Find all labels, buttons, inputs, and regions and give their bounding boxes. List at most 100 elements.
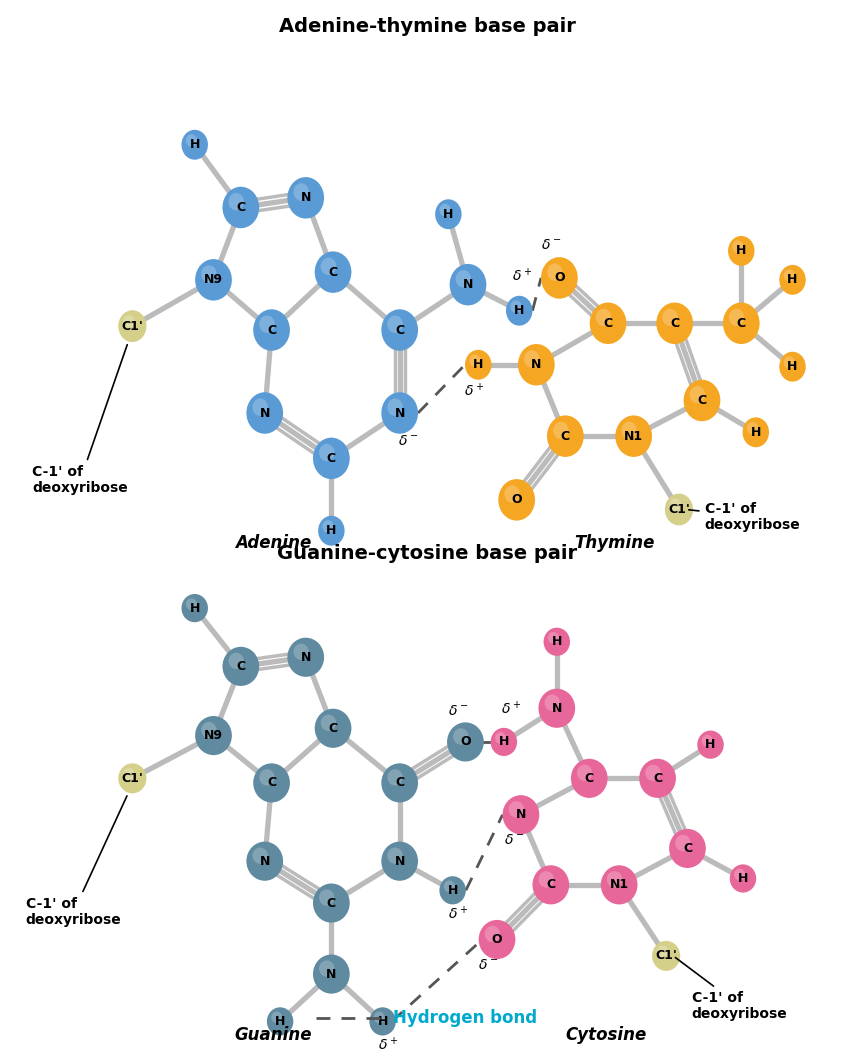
Circle shape <box>201 722 217 738</box>
Circle shape <box>181 130 208 159</box>
Circle shape <box>701 735 712 747</box>
Circle shape <box>186 134 197 147</box>
Text: C: C <box>395 776 403 790</box>
Circle shape <box>313 955 350 994</box>
Circle shape <box>601 865 636 904</box>
Circle shape <box>380 309 418 351</box>
Circle shape <box>453 729 468 744</box>
Circle shape <box>595 308 611 326</box>
Circle shape <box>469 354 480 366</box>
Text: N: N <box>300 650 310 664</box>
Text: N1: N1 <box>624 430 642 442</box>
Text: Adenine-thymine base pair: Adenine-thymine base pair <box>278 17 575 36</box>
Text: C1': C1' <box>121 772 143 785</box>
Circle shape <box>186 599 197 610</box>
Text: C: C <box>267 776 276 790</box>
Text: N: N <box>462 278 473 291</box>
Circle shape <box>293 643 309 660</box>
Circle shape <box>266 1007 293 1036</box>
Text: C: C <box>697 394 705 407</box>
Circle shape <box>456 270 471 287</box>
Text: Hydrogen bond: Hydrogen bond <box>392 1008 537 1026</box>
Circle shape <box>645 765 660 781</box>
Text: N: N <box>300 191 310 204</box>
Circle shape <box>201 265 217 283</box>
Circle shape <box>181 593 208 622</box>
Text: $\delta^+$: $\delta^+$ <box>512 267 532 285</box>
Circle shape <box>194 716 232 755</box>
Circle shape <box>123 315 135 328</box>
Text: Cytosine: Cytosine <box>565 1025 647 1043</box>
Circle shape <box>732 241 743 253</box>
Circle shape <box>259 316 275 333</box>
Text: N1: N1 <box>609 879 628 891</box>
Circle shape <box>369 1007 396 1036</box>
Circle shape <box>222 187 259 228</box>
Text: H: H <box>750 426 760 439</box>
Circle shape <box>548 631 559 644</box>
Text: C: C <box>328 266 337 279</box>
Circle shape <box>464 350 491 380</box>
Circle shape <box>380 842 418 881</box>
Circle shape <box>252 848 268 864</box>
Circle shape <box>314 251 351 293</box>
Circle shape <box>532 865 568 904</box>
Circle shape <box>664 493 693 526</box>
Circle shape <box>444 881 455 892</box>
Circle shape <box>669 498 681 512</box>
Text: C-1' of
deoxyribose: C-1' of deoxyribose <box>688 502 799 532</box>
Circle shape <box>638 759 676 798</box>
Text: C-1' of
deoxyribose: C-1' of deoxyribose <box>32 344 128 495</box>
Circle shape <box>524 351 539 367</box>
Circle shape <box>259 769 275 786</box>
Text: H: H <box>275 1015 285 1027</box>
Circle shape <box>313 884 350 923</box>
Text: H: H <box>443 208 453 221</box>
Text: H: H <box>737 872 747 885</box>
Circle shape <box>435 200 461 229</box>
Circle shape <box>742 417 768 448</box>
Circle shape <box>319 444 334 461</box>
Text: H: H <box>786 274 797 286</box>
Text: C: C <box>736 317 745 329</box>
Text: C: C <box>328 721 337 735</box>
Circle shape <box>314 709 351 748</box>
Text: N: N <box>531 358 541 372</box>
Circle shape <box>287 638 324 677</box>
Text: N: N <box>515 808 525 822</box>
Circle shape <box>683 380 720 421</box>
Text: C: C <box>236 201 245 214</box>
Circle shape <box>247 842 283 881</box>
Circle shape <box>447 722 483 761</box>
Circle shape <box>541 258 577 299</box>
Text: H: H <box>498 735 508 749</box>
Circle shape <box>621 421 636 439</box>
Text: N: N <box>551 702 561 715</box>
Circle shape <box>322 521 334 533</box>
Circle shape <box>387 398 403 416</box>
Text: O: O <box>511 493 521 507</box>
Text: H: H <box>189 602 200 615</box>
Circle shape <box>547 263 562 281</box>
Circle shape <box>253 763 290 803</box>
Circle shape <box>374 1012 385 1023</box>
Text: H: H <box>786 360 797 373</box>
Text: H: H <box>473 358 483 372</box>
Text: $\delta^-$: $\delta^-$ <box>448 703 468 718</box>
Text: C: C <box>267 323 276 337</box>
Circle shape <box>783 356 794 369</box>
Circle shape <box>319 960 334 977</box>
Circle shape <box>656 302 693 344</box>
Circle shape <box>553 421 568 439</box>
Circle shape <box>313 437 350 479</box>
Circle shape <box>380 763 418 803</box>
Text: C1': C1' <box>121 320 143 333</box>
Circle shape <box>123 768 135 780</box>
Circle shape <box>252 398 268 416</box>
Text: C: C <box>653 772 661 785</box>
Circle shape <box>697 731 723 759</box>
Circle shape <box>317 515 345 546</box>
Text: $\delta^-$: $\delta^-$ <box>397 434 418 448</box>
Circle shape <box>229 193 244 210</box>
Circle shape <box>387 769 403 786</box>
